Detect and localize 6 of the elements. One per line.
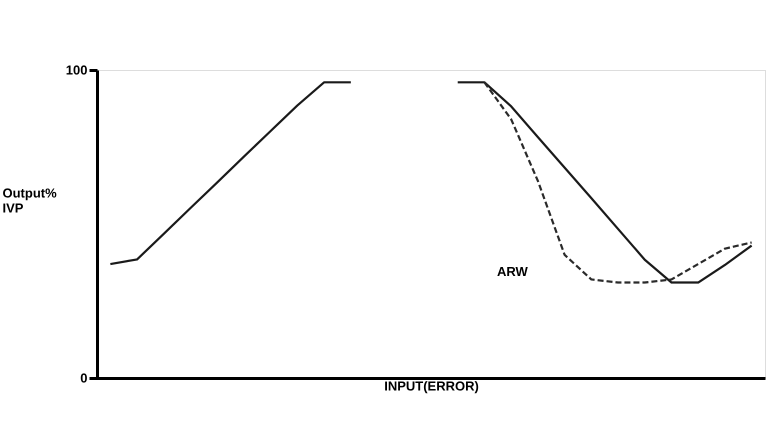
y-tick-label: 0 bbox=[80, 370, 88, 386]
y-axis-title: Output% IVP bbox=[2, 186, 58, 216]
line-series bbox=[109, 81, 352, 266]
x-axis-title: INPUT(ERROR) bbox=[384, 378, 479, 394]
annotation: ARW bbox=[497, 264, 529, 279]
y-tick-label: 100 bbox=[66, 62, 88, 78]
